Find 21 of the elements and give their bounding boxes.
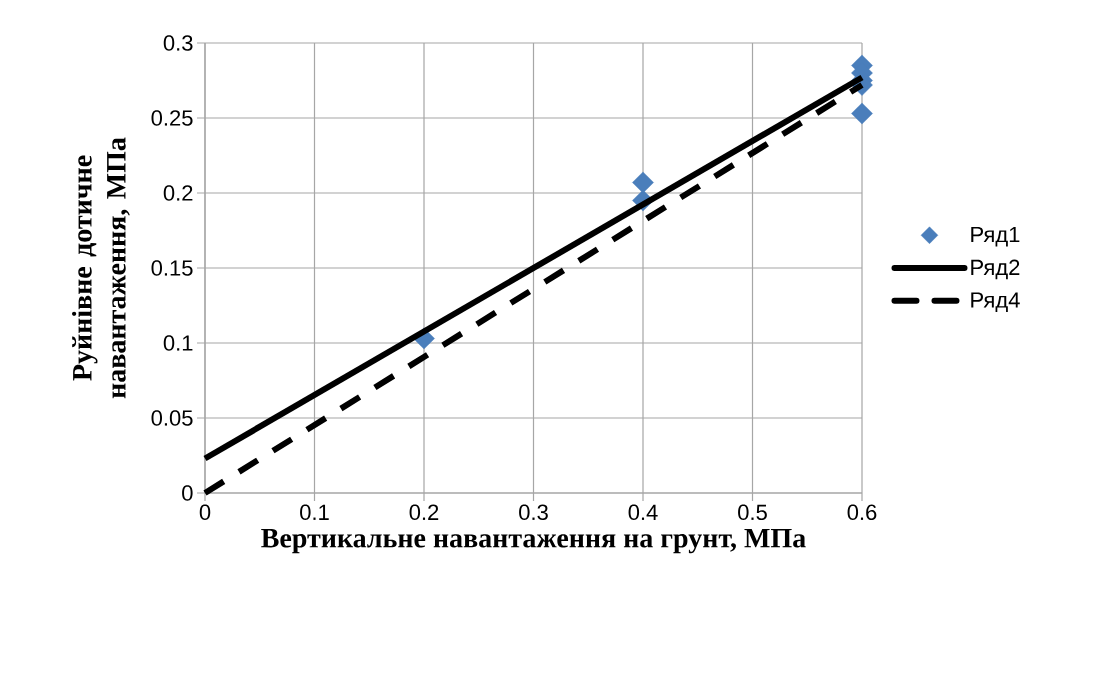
legend-label: Ряд2 (971, 259, 1020, 280)
point (851, 102, 873, 125)
x-tick-label: 0.6 (847, 504, 877, 521)
x-tick-label: 0.4 (628, 504, 658, 521)
x-tick-label: 0 (199, 504, 211, 521)
legend-label: Ряд1 (971, 226, 1020, 247)
x-tick-label: 0.5 (738, 504, 767, 521)
y-tick-label: 0.2 (163, 185, 193, 201)
point (632, 171, 654, 194)
y-axis-title: Руйнівне дотичне навантаження, МПа (72, 137, 130, 399)
legend-label: Ряд4 (971, 292, 1020, 312)
y-tick-label: 0.05 (151, 410, 193, 426)
x-tick-label: 0.1 (300, 504, 329, 521)
x-tick-label: 0.3 (519, 504, 548, 521)
y-tick-label: 0.1 (163, 335, 193, 351)
x-axis-title: Вертикальне навантаження на грунт, МПа (261, 528, 806, 554)
y-tick-label: 0 (182, 485, 193, 501)
y-tick-label: 0.3 (163, 35, 193, 51)
y-tick-label: 0.25 (151, 110, 193, 126)
y-tick-label: 0.15 (151, 260, 193, 276)
x-tick-label: 0.2 (409, 504, 439, 521)
